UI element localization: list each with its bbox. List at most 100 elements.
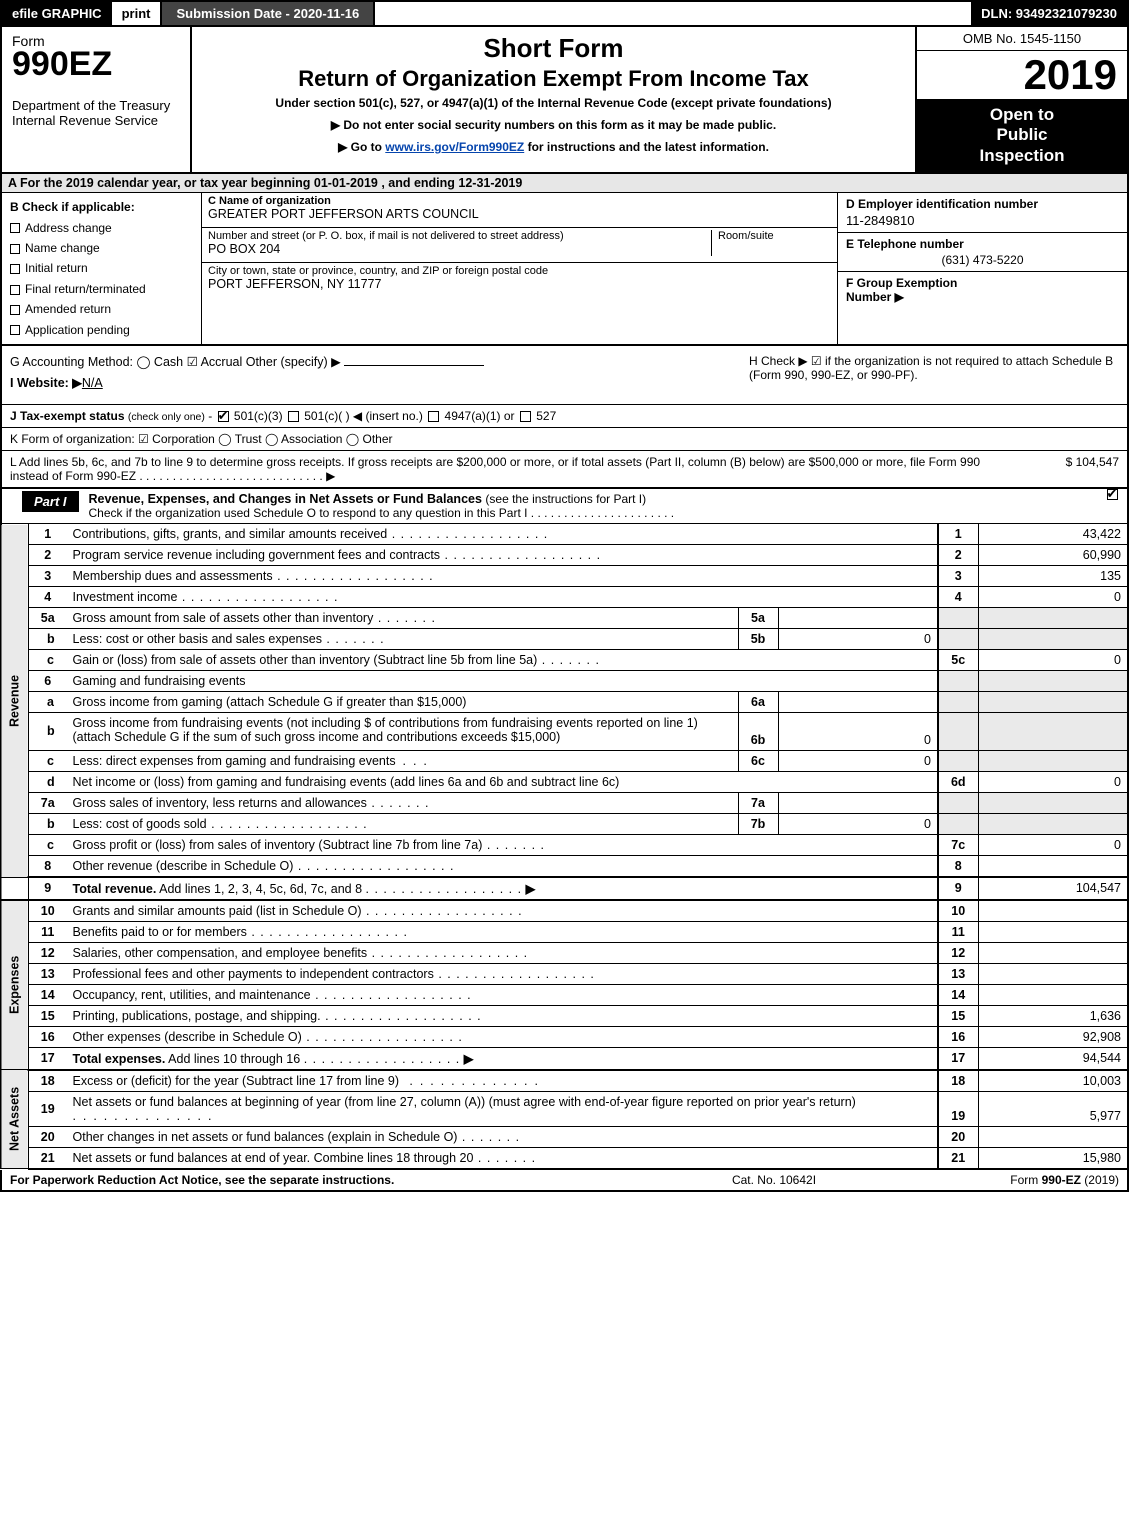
gh-left: G Accounting Method: ◯ Cash ☑ Accrual Ot… bbox=[10, 354, 739, 396]
line-desc: Add lines 1, 2, 3, 4, 5c, 6d, 7c, and 8 bbox=[159, 882, 362, 896]
line-num: d bbox=[29, 771, 67, 792]
line-val: 0 bbox=[978, 586, 1128, 607]
line-num: 4 bbox=[29, 586, 67, 607]
checkbox-address-change[interactable] bbox=[10, 223, 20, 233]
subline-ref: 6a bbox=[738, 691, 778, 712]
line-val: 104,547 bbox=[978, 877, 1128, 900]
line-ref: 15 bbox=[938, 1005, 978, 1026]
department-label: Department of the Treasury Internal Reve… bbox=[12, 98, 182, 128]
open-to-public: Open to Public Inspection bbox=[917, 99, 1127, 172]
shade-cell bbox=[978, 670, 1128, 691]
table-row: 21 Net assets or fund balances at end of… bbox=[1, 1147, 1128, 1169]
line-desc: Membership dues and assessments bbox=[73, 569, 434, 583]
subline-val bbox=[778, 792, 938, 813]
line-desc: Other changes in net assets or fund bala… bbox=[73, 1130, 521, 1144]
line-desc: Less: direct expenses from gaming and fu… bbox=[73, 754, 396, 768]
ein-value: 11-2849810 bbox=[846, 213, 1119, 228]
checkbox-527[interactable] bbox=[520, 411, 531, 422]
line-desc: Program service revenue including govern… bbox=[73, 548, 602, 562]
subline-ref: 7a bbox=[738, 792, 778, 813]
checkbox-501c3[interactable] bbox=[218, 411, 229, 422]
header-center: Short Form Return of Organization Exempt… bbox=[192, 27, 917, 172]
checkbox-amended-return[interactable] bbox=[10, 305, 20, 315]
line-num: 5a bbox=[29, 607, 67, 628]
line-val bbox=[978, 1126, 1128, 1147]
checkbox-application-pending[interactable] bbox=[10, 325, 20, 335]
g-other-input[interactable] bbox=[344, 365, 484, 366]
print-button[interactable]: print bbox=[112, 2, 163, 25]
l-gross-receipts: L Add lines 5b, 6c, and 7b to line 9 to … bbox=[0, 451, 1129, 489]
total-rev-label: Total revenue. bbox=[73, 882, 157, 896]
table-row: 13 Professional fees and other payments … bbox=[1, 963, 1128, 984]
city-value: PORT JEFFERSON, NY 11777 bbox=[208, 277, 381, 291]
section-def: D Employer identification number 11-2849… bbox=[837, 193, 1127, 344]
k-form-of-org: K Form of organization: ☑ Corporation ◯ … bbox=[0, 428, 1129, 451]
line-desc: Excess or (deficit) for the year (Subtra… bbox=[73, 1074, 400, 1088]
line-num: 16 bbox=[29, 1026, 67, 1047]
line-val: 92,908 bbox=[978, 1026, 1128, 1047]
line-desc: Less: cost or other basis and sales expe… bbox=[73, 632, 385, 646]
checkbox-501c[interactable] bbox=[288, 411, 299, 422]
amended-return-label: Amended return bbox=[25, 302, 111, 316]
line-val: 0 bbox=[978, 649, 1128, 670]
part1-check-line: Check if the organization used Schedule … bbox=[89, 506, 675, 520]
line-num: 3 bbox=[29, 565, 67, 586]
irs-link[interactable]: www.irs.gov/Form990EZ bbox=[385, 140, 524, 154]
line-desc: Less: cost of goods sold bbox=[73, 817, 368, 831]
checkbox-final-return[interactable] bbox=[10, 285, 20, 295]
line-ref: 18 bbox=[938, 1070, 978, 1092]
revenue-sidetab: Revenue bbox=[1, 524, 29, 877]
checkbox-name-change[interactable] bbox=[10, 244, 20, 254]
website-value: N/A bbox=[82, 376, 103, 390]
h-text: H Check ▶ ☑ if the organization is not r… bbox=[749, 354, 1113, 382]
subline-val: 0 bbox=[778, 628, 938, 649]
h-schedule-b: H Check ▶ ☑ if the organization is not r… bbox=[749, 354, 1119, 396]
part1-title: Revenue, Expenses, and Changes in Net As… bbox=[89, 489, 1097, 523]
line-val bbox=[978, 942, 1128, 963]
dln-label: DLN: 93492321079230 bbox=[971, 2, 1127, 25]
line-num: 9 bbox=[29, 877, 67, 900]
line-desc: Other revenue (describe in Schedule O) bbox=[73, 859, 455, 873]
street-label: Number and street (or P. O. box, if mail… bbox=[208, 230, 564, 242]
part1-schedule-o-checkbox[interactable] bbox=[1097, 489, 1127, 504]
shade-cell bbox=[978, 691, 1128, 712]
table-row: c Gain or (loss) from sale of assets oth… bbox=[1, 649, 1128, 670]
checkbox-initial-return[interactable] bbox=[10, 264, 20, 274]
table-row: c Less: direct expenses from gaming and … bbox=[1, 750, 1128, 771]
c-label: C Name of organization bbox=[208, 195, 331, 207]
j-tiny: (check only one) bbox=[128, 411, 205, 423]
line-val: 94,544 bbox=[978, 1047, 1128, 1070]
table-row: 7a Gross sales of inventory, less return… bbox=[1, 792, 1128, 813]
goto-pre: ▶ Go to bbox=[338, 140, 385, 154]
line-ref: 13 bbox=[938, 963, 978, 984]
g-text: G Accounting Method: ◯ Cash ☑ Accrual Ot… bbox=[10, 355, 341, 369]
line-num: c bbox=[29, 750, 67, 771]
subline-ref: 5a bbox=[738, 607, 778, 628]
gh-section: G Accounting Method: ◯ Cash ☑ Accrual Ot… bbox=[0, 346, 1129, 405]
line-num: 6 bbox=[29, 670, 67, 691]
checkbox-4947[interactable] bbox=[428, 411, 439, 422]
line-val bbox=[978, 921, 1128, 942]
b-label: B Check if applicable: bbox=[10, 197, 193, 217]
part1-badge: Part I bbox=[22, 491, 79, 512]
shade-cell bbox=[978, 813, 1128, 834]
line-ref: 20 bbox=[938, 1126, 978, 1147]
table-row: 12 Salaries, other compensation, and emp… bbox=[1, 942, 1128, 963]
line-desc: Gross income from fundraising events (no… bbox=[67, 712, 739, 750]
submission-date-button[interactable]: Submission Date - 2020-11-16 bbox=[162, 2, 375, 25]
line-ref: 17 bbox=[938, 1047, 978, 1070]
line-ref: 7c bbox=[938, 834, 978, 855]
topbar-spacer bbox=[375, 2, 971, 25]
line-val: 10,003 bbox=[978, 1070, 1128, 1092]
section-b-checkboxes: B Check if applicable: Address change Na… bbox=[2, 193, 202, 344]
shade-cell bbox=[938, 670, 978, 691]
net-assets-sidetab: Net Assets bbox=[1, 1070, 29, 1169]
section-c-address: C Name of organization GREATER PORT JEFF… bbox=[202, 193, 837, 344]
subline-ref: 5b bbox=[738, 628, 778, 649]
line-num: 11 bbox=[29, 921, 67, 942]
line-num: 12 bbox=[29, 942, 67, 963]
shade-cell bbox=[938, 792, 978, 813]
subline-ref: 7b bbox=[738, 813, 778, 834]
line-desc: Net assets or fund balances at beginning… bbox=[73, 1095, 856, 1109]
table-row: b Gross income from fundraising events (… bbox=[1, 712, 1128, 750]
